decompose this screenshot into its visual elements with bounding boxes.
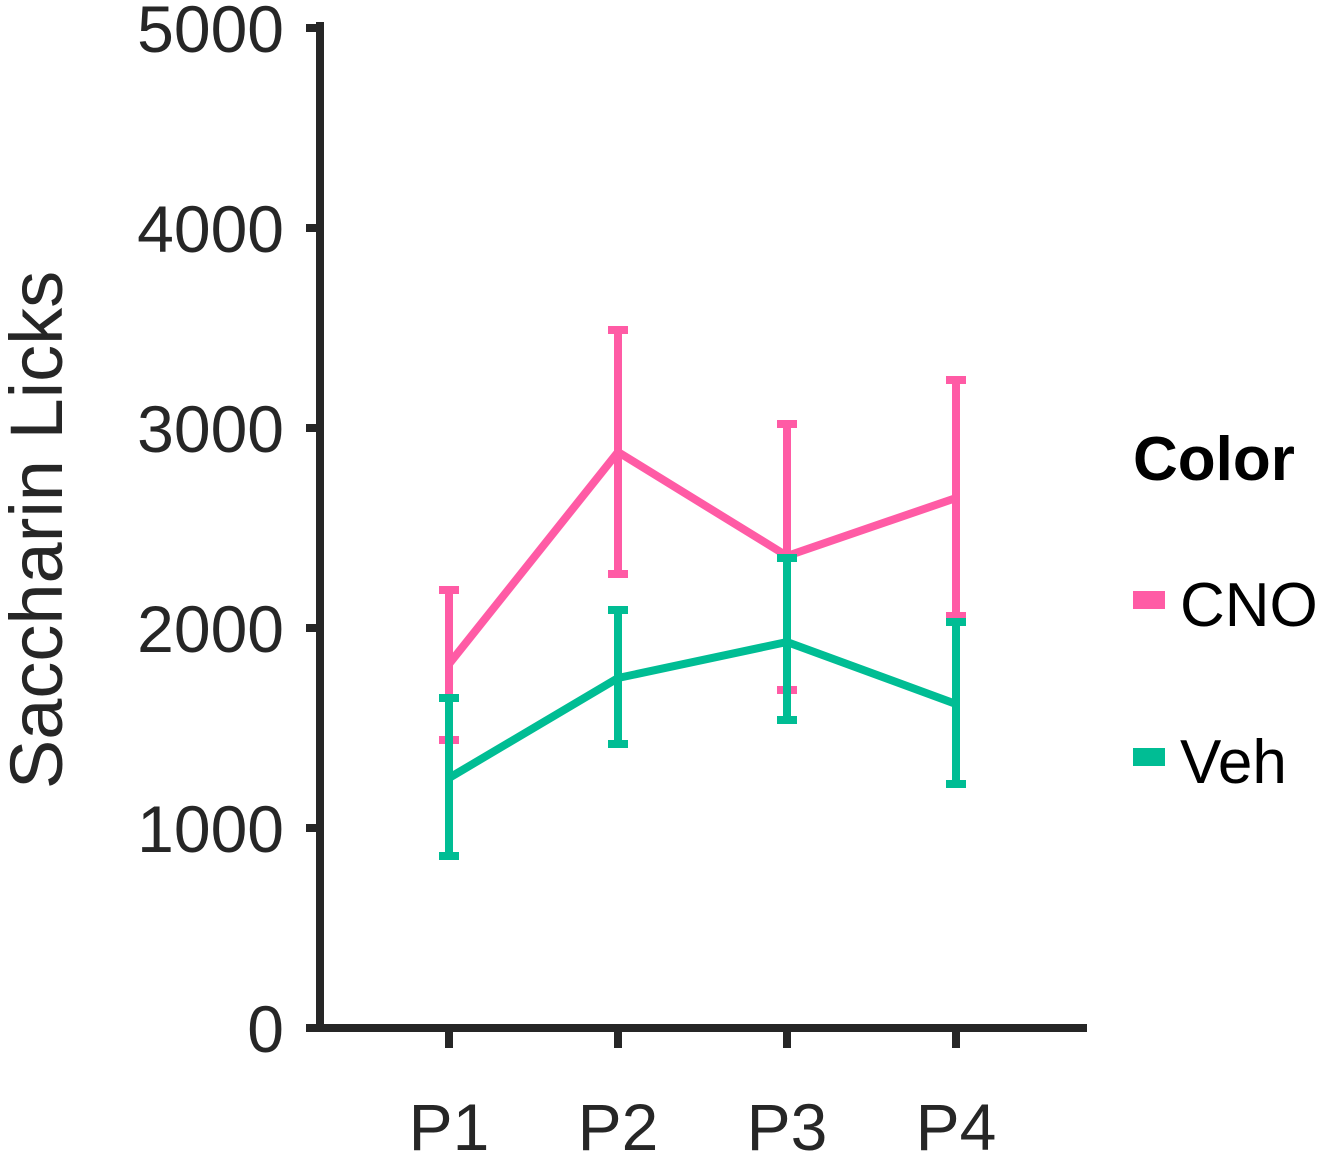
legend-label-veh: Veh bbox=[1180, 728, 1287, 797]
y-axis-title: Saccharin Licks bbox=[0, 271, 78, 789]
series-veh bbox=[439, 554, 966, 860]
data-point-veh-P3 bbox=[783, 638, 791, 646]
x-tick-label-P3: P3 bbox=[747, 1090, 828, 1154]
series-layer bbox=[439, 326, 966, 860]
axes bbox=[306, 22, 1087, 1048]
y-tick-label-3000: 3000 bbox=[137, 392, 284, 466]
legend-swatch-cno bbox=[1133, 591, 1165, 609]
x-tick-label-P4: P4 bbox=[916, 1090, 997, 1154]
data-point-veh-P2 bbox=[614, 674, 622, 682]
y-tick-label-4000: 4000 bbox=[137, 192, 284, 266]
data-point-cno-P1 bbox=[445, 660, 453, 668]
y-tick-label-1000: 1000 bbox=[137, 792, 284, 866]
y-tick-label-2000: 2000 bbox=[137, 592, 284, 666]
series-line-cno bbox=[445, 446, 958, 667]
data-point-cno-P4 bbox=[952, 494, 960, 502]
legend-swatch-veh bbox=[1133, 748, 1165, 766]
y-tick-label-0: 0 bbox=[247, 992, 284, 1066]
legend-title: Color bbox=[1133, 425, 1295, 494]
data-point-veh-P4 bbox=[952, 700, 960, 708]
y-tick-label-5000: 5000 bbox=[137, 0, 284, 66]
x-tick-label-P2: P2 bbox=[578, 1090, 659, 1154]
labels-layer: Saccharin Licks 0 1000 2000 3000 4000 5000 P1 P… bbox=[0, 0, 996, 1154]
data-point-cno-P2 bbox=[614, 448, 622, 456]
legend-label-cno: CNO bbox=[1180, 571, 1318, 640]
x-tick-label-P1: P1 bbox=[409, 1090, 490, 1154]
legend: Color CNO Veh bbox=[1133, 425, 1318, 797]
data-point-veh-P1 bbox=[445, 774, 453, 782]
series-line-veh bbox=[446, 637, 958, 782]
